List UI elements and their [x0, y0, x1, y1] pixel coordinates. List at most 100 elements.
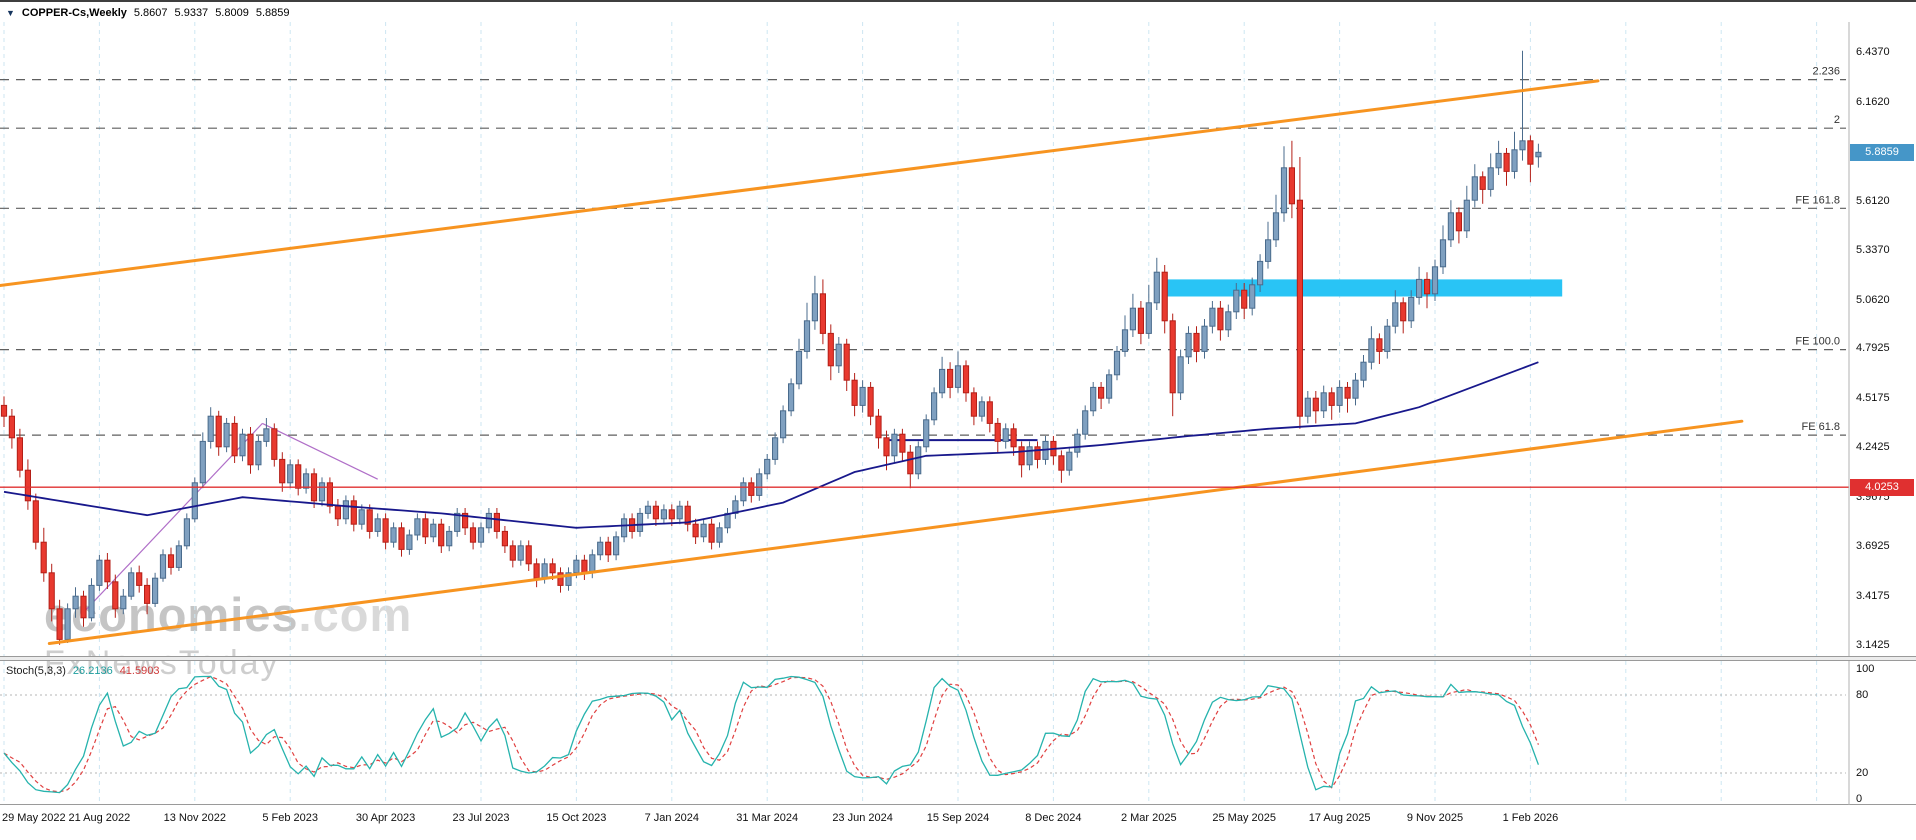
candle	[1439, 239, 1447, 268]
candle	[899, 433, 906, 453]
candle	[414, 518, 421, 536]
candle	[1265, 239, 1272, 262]
candle	[0, 404, 8, 417]
candle	[398, 527, 405, 550]
candle	[1121, 329, 1129, 352]
candle	[525, 545, 532, 565]
candle	[1384, 325, 1391, 352]
stochastic-name: Stoch(5,3,3)	[6, 665, 66, 677]
candle	[303, 473, 310, 489]
candle	[1241, 289, 1248, 309]
date-label: 15 Oct 2023	[546, 812, 607, 824]
candle	[947, 368, 954, 388]
candle	[152, 577, 159, 604]
stoch-main-line	[3, 675, 1540, 794]
trend-channel	[0, 79, 1744, 645]
symbol-title: COPPER-Cs,Weekly	[21, 7, 127, 19]
candle	[851, 379, 858, 406]
channel-line	[0, 79, 1600, 287]
candle	[469, 527, 477, 543]
fib-level-label: 2	[1834, 114, 1840, 126]
candle	[382, 518, 389, 543]
ohlc-open: 5.8607	[133, 7, 168, 19]
date-label: 7 Jan 2024	[644, 812, 700, 824]
resistance-zone	[1164, 279, 1563, 297]
candles	[0, 50, 1542, 645]
date-label: 23 Jul 2023	[452, 812, 510, 824]
candle	[581, 559, 588, 574]
candle	[112, 581, 119, 610]
candle	[1447, 212, 1455, 241]
price-chart[interactable]: 2.236 2 FE 161.8 FE 100.0 FE 61.8	[0, 22, 1916, 656]
candle	[56, 608, 63, 640]
candle	[986, 401, 993, 424]
candle	[88, 584, 95, 619]
hline-price-tag: 4.0253	[1850, 478, 1914, 496]
candle	[613, 536, 620, 556]
candle	[875, 415, 882, 439]
candle	[1368, 338, 1375, 363]
candle	[120, 595, 127, 610]
candle	[48, 572, 55, 610]
candle	[668, 509, 675, 520]
candle	[835, 343, 842, 367]
candle	[954, 365, 962, 388]
candle	[636, 512, 644, 532]
date-label: 30 Apr 2023	[355, 812, 416, 824]
date-label: 21 Aug 2022	[68, 812, 131, 824]
stochastic-panel[interactable]	[0, 661, 1916, 805]
candle	[422, 518, 429, 538]
candle	[1471, 176, 1478, 201]
candle	[501, 530, 508, 547]
candle	[748, 482, 755, 496]
candle	[644, 505, 652, 514]
candle	[1463, 199, 1470, 232]
candle	[684, 505, 691, 525]
candle	[144, 584, 151, 604]
candle	[1058, 455, 1065, 471]
candle	[16, 437, 23, 471]
candle	[1527, 140, 1534, 165]
candle	[962, 365, 970, 394]
candle	[96, 559, 103, 586]
candle	[549, 563, 556, 574]
stochastic-label: Stoch(5,3,3) 26.2136 41.5903	[6, 665, 159, 677]
candle	[931, 392, 938, 421]
candle	[128, 572, 135, 597]
candle	[1328, 392, 1335, 406]
stoch-signal-line	[3, 675, 1539, 793]
candle	[1233, 289, 1240, 313]
candle	[1455, 212, 1463, 232]
candle	[1519, 140, 1526, 151]
chart-titlebar: ▼ COPPER-Cs,Weekly 5.8607 5.9337 5.8009 …	[6, 5, 290, 21]
candle	[485, 512, 492, 529]
candle	[1535, 151, 1542, 158]
candle	[1344, 386, 1351, 399]
candle	[462, 512, 469, 529]
candle	[1479, 176, 1486, 190]
candle	[1360, 361, 1367, 381]
candle	[883, 437, 890, 457]
panel-splitter[interactable]	[0, 656, 1916, 661]
candle	[1431, 266, 1439, 295]
current-price-tag: 5.8859	[1850, 143, 1914, 161]
candle	[652, 505, 659, 520]
candle	[1217, 307, 1224, 331]
ohlc-low: 5.8009	[215, 7, 249, 19]
candle	[438, 523, 445, 547]
candle	[867, 386, 874, 417]
candle	[1129, 307, 1137, 331]
candle	[263, 428, 270, 442]
time-scale[interactable]: 29 May 2022 21 Aug 2022 13 Nov 2022 5 Feb 2…	[0, 810, 1916, 840]
candle	[1185, 332, 1192, 358]
candle	[358, 509, 365, 525]
candle	[1352, 379, 1359, 399]
candle	[597, 541, 604, 556]
candle	[891, 433, 898, 457]
candle	[859, 386, 866, 406]
candle	[183, 518, 191, 547]
candle	[215, 415, 222, 448]
candle	[509, 545, 516, 561]
candle	[231, 422, 238, 457]
